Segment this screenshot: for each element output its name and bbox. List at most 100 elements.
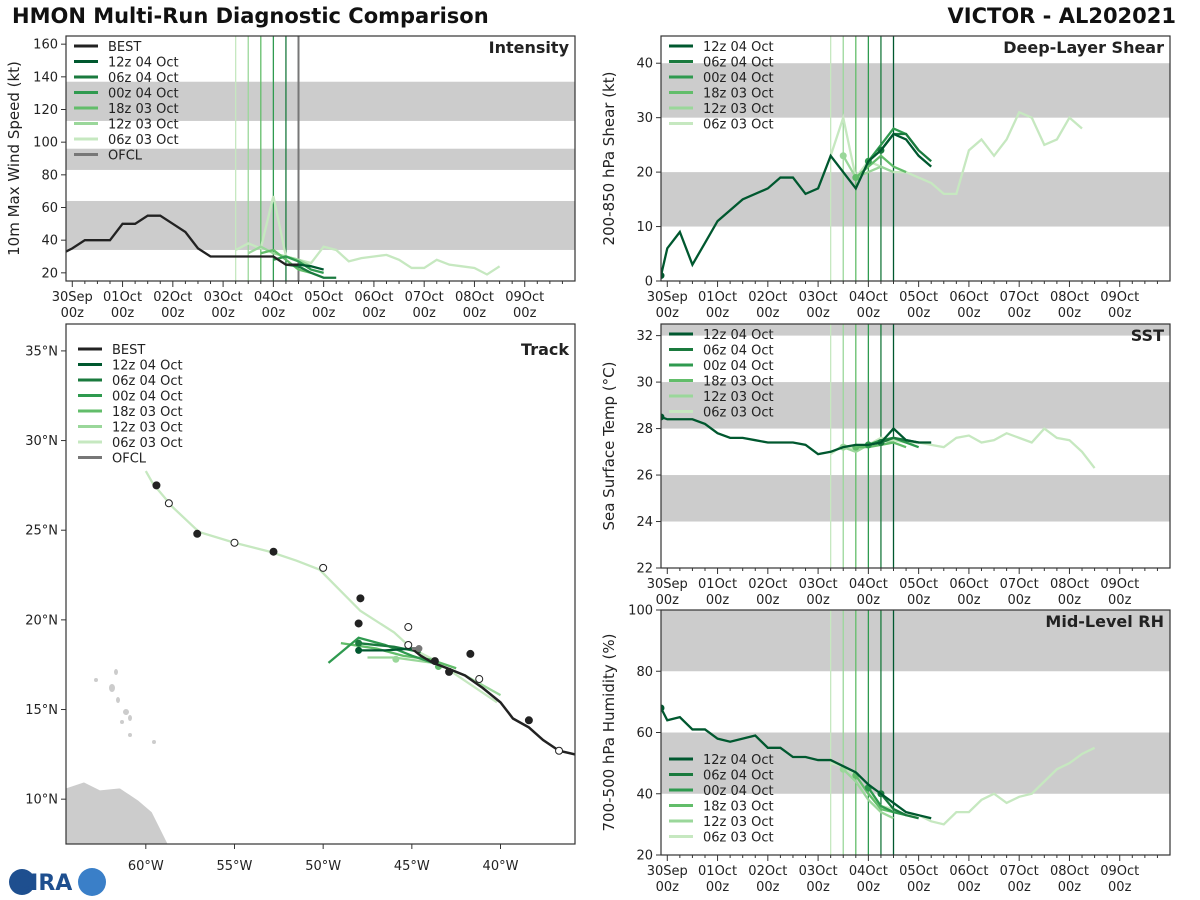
sst-ytick-label: 24: [636, 515, 653, 530]
track-lon-label: 55°W: [217, 859, 253, 874]
intensity-xtick-hour: 00z: [61, 306, 85, 321]
shear-xtick-hour: 00z: [1058, 306, 1082, 321]
shear-plot-area: [661, 36, 1170, 281]
rh-legend-label: 06z 03 Oct: [703, 831, 774, 846]
shear-xtick-date: 09Oct: [1100, 290, 1139, 305]
shear-xtick-date: 07Oct: [1000, 290, 1039, 305]
track-open-marker: [319, 563, 328, 572]
sst-frame: [660, 323, 1171, 569]
track-lat-label: 15°N: [25, 703, 58, 718]
shear-ylabel: 200-850 hPa Shear (kt): [600, 72, 618, 246]
track-legend-label: 06z 04 Oct: [112, 374, 183, 389]
cira-logo-text: CIRA: [14, 871, 72, 896]
shear-ytick-label: 20: [636, 166, 653, 181]
sst-xtick-date: 05Oct: [899, 577, 938, 592]
track-open-marker: [404, 640, 413, 649]
track-filled-marker: [356, 594, 365, 603]
intensity-ytick-label: 60: [41, 201, 58, 216]
track-lat-label: 35°N: [25, 344, 58, 359]
intensity-xtick-date: 05Oct: [304, 290, 343, 305]
intensity-xtick-hour: 00z: [412, 306, 436, 321]
intensity-legend-label: 12z 04 Oct: [108, 56, 179, 71]
intensity-xtick-hour: 00z: [211, 306, 235, 321]
shear-legend-label: 06z 03 Oct: [703, 118, 774, 133]
shear-band-0: [661, 172, 1170, 227]
intensity-xtick-date: 02Oct: [153, 290, 192, 305]
sst-legend-label: 00z 04 Oct: [703, 359, 774, 374]
rh-band-1: [661, 610, 1170, 672]
track-island: [128, 715, 132, 721]
rh-xtick-date: 04Oct: [849, 864, 888, 879]
intensity-legend-label: 12z 03 Oct: [108, 118, 179, 133]
sst-series-5: [829, 427, 1096, 469]
track-filled-marker: [269, 547, 278, 556]
sst-band-1: [661, 382, 1170, 429]
track-open-marker: [230, 538, 239, 547]
header-right-title: VICTOR - AL202021: [947, 4, 1176, 28]
sst-ytick-label: 26: [636, 469, 653, 484]
intensity-xtick-date: 01Oct: [103, 290, 142, 305]
track-frame: [65, 323, 576, 845]
rh-xtick-date: 01Oct: [698, 864, 737, 879]
rh-series-0: [661, 707, 932, 820]
intensity-xtick-hour: 00z: [513, 306, 537, 321]
intensity-series-3: [260, 248, 312, 274]
rh-series-3: [854, 774, 894, 814]
shear-xtick-hour: 00z: [857, 306, 881, 321]
intensity-xtick-hour: 00z: [312, 306, 336, 321]
track-lon-label: 45°W: [394, 859, 430, 874]
track-lat-label: 20°N: [25, 613, 58, 628]
sst-series-0-start-marker: [661, 413, 665, 421]
rh-ytick-label: 100: [628, 604, 653, 619]
sst-xtick-date: 06Oct: [949, 577, 988, 592]
intensity-band-1: [66, 148, 575, 170]
track-lon-label: 60°W: [128, 859, 164, 874]
track-filled-marker: [152, 481, 161, 490]
rh-xtick-hour: 00z: [1007, 880, 1031, 895]
rh-ylabel: 700-500 hPa Humidity (%): [600, 633, 618, 831]
sst-xtick-hour: 00z: [706, 593, 730, 608]
track-legend-label: 06z 03 Oct: [112, 436, 183, 451]
track-island: [116, 697, 120, 703]
intensity-legend-label: OFCL: [108, 149, 143, 164]
intensity-frame: [65, 35, 576, 282]
rh-legend-label: 18z 03 Oct: [703, 800, 774, 815]
rh-xtick-hour: 00z: [1108, 880, 1132, 895]
shear-frame: [660, 35, 1171, 282]
shear-legend-label: 12z 04 Oct: [703, 40, 774, 55]
sst-xtick-hour: 00z: [1007, 593, 1031, 608]
rh-xtick-hour: 00z: [756, 880, 780, 895]
rh-panel: 2040608010030Sep00z01Oct00z02Oct00z03Oct…: [600, 604, 1171, 895]
shear-series-0-start-marker: [661, 272, 665, 280]
rh-legend-label: 12z 04 Oct: [703, 753, 774, 768]
header-left-title: HMON Multi-Run Diagnostic Comparison: [12, 4, 489, 28]
track-series-1-marker: [355, 639, 363, 647]
sst-plot-area: [661, 324, 1170, 568]
track-legend-label: 12z 03 Oct: [112, 421, 183, 436]
rh-xtick-date: 09Oct: [1100, 864, 1139, 879]
sst-xtick-hour: 00z: [1058, 593, 1082, 608]
sst-xtick-date: 04Oct: [849, 577, 888, 592]
rh-xtick-date: 05Oct: [899, 864, 938, 879]
rh-title: Mid-Level RH: [1045, 612, 1164, 631]
intensity-band-0: [66, 200, 575, 250]
rh-xtick-hour: 00z: [706, 880, 730, 895]
rh-legend-label: 12z 03 Oct: [703, 815, 774, 830]
rh-xtick-hour: 00z: [1058, 880, 1082, 895]
shear-legend-label: 06z 04 Oct: [703, 56, 774, 71]
rh-series-1: [880, 793, 919, 820]
rh-xtick-hour: 00z: [656, 880, 680, 895]
track-island: [114, 669, 118, 675]
track-title: Track: [521, 340, 569, 359]
track-lat-label: 30°N: [25, 434, 58, 449]
intensity-xtick-date: 09Oct: [505, 290, 544, 305]
track-filled-marker: [354, 619, 363, 628]
shear-xtick-hour: 00z: [656, 306, 680, 321]
intensity-xtick-date: 30Sep: [52, 290, 93, 305]
intensity-xtick-date: 06Oct: [354, 290, 393, 305]
shear-xtick-date: 02Oct: [748, 290, 787, 305]
intensity-ytick-label: 120: [33, 103, 58, 118]
sst-xtick-date: 30Sep: [647, 577, 688, 592]
intensity-xtick-date: 07Oct: [405, 290, 444, 305]
